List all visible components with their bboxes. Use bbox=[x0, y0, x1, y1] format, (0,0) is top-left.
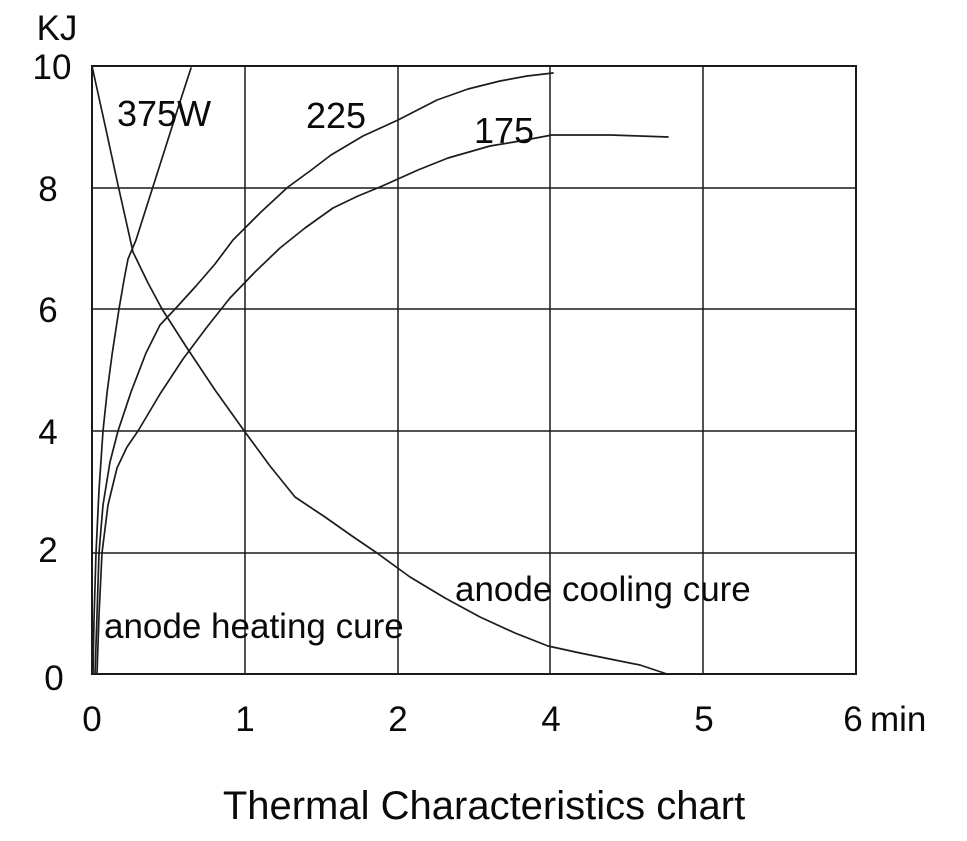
curve-175-heating bbox=[96, 134, 669, 675]
y-tick-10: 10 bbox=[33, 48, 72, 87]
label-225: 225 bbox=[306, 95, 366, 136]
label-375w: 375W bbox=[117, 93, 211, 134]
y-axis-unit-label: KJ bbox=[37, 9, 78, 48]
curves bbox=[91, 65, 669, 675]
x-tick-6: 6 bbox=[843, 700, 862, 739]
anode-heating-annotation: anode heating cure bbox=[104, 607, 404, 646]
label-175: 175 bbox=[474, 110, 534, 151]
x-tick-5: 5 bbox=[694, 700, 713, 739]
y-tick-2: 2 bbox=[38, 531, 57, 570]
x-tick-2: 2 bbox=[388, 700, 407, 739]
x-axis-unit-label: min bbox=[870, 700, 926, 739]
grid-vertical-lines bbox=[244, 66, 704, 674]
x-tick-0: 0 bbox=[82, 700, 101, 739]
chart-title: Thermal Characteristics chart bbox=[223, 784, 745, 828]
y-tick-8: 8 bbox=[38, 170, 57, 209]
curve-375w-heating bbox=[92, 67, 192, 675]
grid-horizontal-lines bbox=[92, 187, 856, 554]
x-tick-1: 1 bbox=[235, 700, 254, 739]
grid bbox=[91, 65, 857, 675]
anode-cooling-annotation: anode cooling cure bbox=[455, 570, 751, 609]
x-axis: 0 1 2 4 5 6 min bbox=[82, 700, 926, 739]
plot-border bbox=[91, 65, 857, 675]
y-tick-6: 6 bbox=[38, 291, 57, 330]
y-axis: KJ 10 8 6 4 2 0 bbox=[33, 9, 78, 698]
x-tick-4: 4 bbox=[541, 700, 560, 739]
curve-labels: 375W 225 175 anode heating cure anode co… bbox=[104, 93, 751, 646]
curve-anode-cooling bbox=[91, 65, 668, 675]
y-tick-4: 4 bbox=[38, 413, 57, 452]
y-tick-0: 0 bbox=[44, 659, 63, 698]
curve-225-heating bbox=[94, 72, 554, 675]
